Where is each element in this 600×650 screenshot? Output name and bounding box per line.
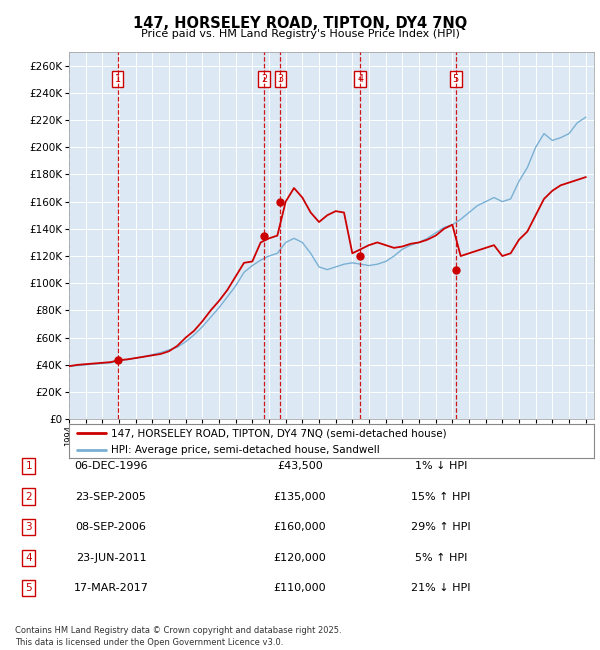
Text: 2: 2 <box>25 491 32 502</box>
Text: £43,500: £43,500 <box>277 461 323 471</box>
Text: £160,000: £160,000 <box>274 522 326 532</box>
Text: 3: 3 <box>25 522 32 532</box>
Text: 21% ↓ HPI: 21% ↓ HPI <box>411 583 471 593</box>
Text: 3: 3 <box>277 74 283 85</box>
Text: 23-SEP-2005: 23-SEP-2005 <box>76 491 146 502</box>
Text: 1: 1 <box>115 74 121 85</box>
Text: 4: 4 <box>357 74 363 85</box>
Text: 5: 5 <box>25 583 32 593</box>
Text: £135,000: £135,000 <box>274 491 326 502</box>
Text: 2: 2 <box>261 74 268 85</box>
Text: 1: 1 <box>25 461 32 471</box>
Text: 15% ↑ HPI: 15% ↑ HPI <box>412 491 470 502</box>
Text: 1% ↓ HPI: 1% ↓ HPI <box>415 461 467 471</box>
Text: 4: 4 <box>25 552 32 563</box>
Text: 08-SEP-2006: 08-SEP-2006 <box>76 522 146 532</box>
Text: 23-JUN-2011: 23-JUN-2011 <box>76 552 146 563</box>
Text: 29% ↑ HPI: 29% ↑ HPI <box>411 522 471 532</box>
Text: 147, HORSELEY ROAD, TIPTON, DY4 7NQ (semi-detached house): 147, HORSELEY ROAD, TIPTON, DY4 7NQ (sem… <box>111 428 446 438</box>
Text: 06-DEC-1996: 06-DEC-1996 <box>74 461 148 471</box>
Text: Price paid vs. HM Land Registry's House Price Index (HPI): Price paid vs. HM Land Registry's House … <box>140 29 460 39</box>
Text: 5: 5 <box>452 74 459 85</box>
Text: 17-MAR-2017: 17-MAR-2017 <box>74 583 148 593</box>
Text: £120,000: £120,000 <box>274 552 326 563</box>
Text: 5% ↑ HPI: 5% ↑ HPI <box>415 552 467 563</box>
Text: £110,000: £110,000 <box>274 583 326 593</box>
Text: 147, HORSELEY ROAD, TIPTON, DY4 7NQ: 147, HORSELEY ROAD, TIPTON, DY4 7NQ <box>133 16 467 31</box>
Text: HPI: Average price, semi-detached house, Sandwell: HPI: Average price, semi-detached house,… <box>111 445 380 454</box>
Text: Contains HM Land Registry data © Crown copyright and database right 2025.
This d: Contains HM Land Registry data © Crown c… <box>15 626 341 647</box>
